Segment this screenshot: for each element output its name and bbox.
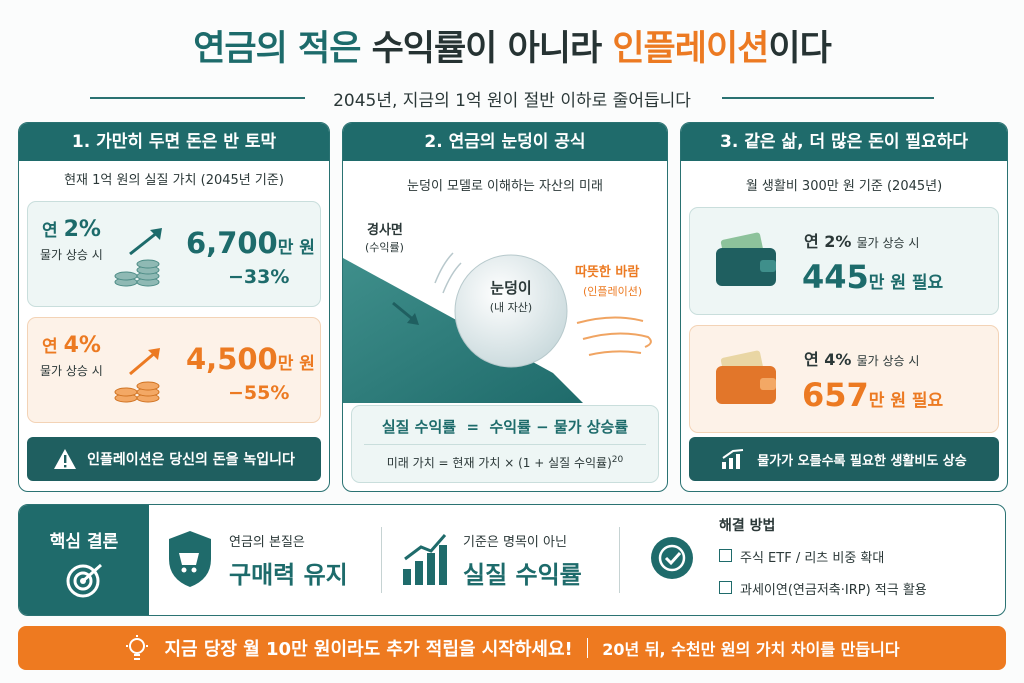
rate-note: 물가 상승 시 bbox=[40, 248, 103, 262]
panel: 3. 같은 삶, 더 많은 돈이 필요하다 월 생활비 300만 원 기준 (2… bbox=[680, 122, 1008, 492]
amount: 657만 원 필요 bbox=[802, 376, 943, 414]
conclusion-label-block: 핵심 결론 bbox=[19, 505, 149, 615]
rate-note: 물가 상승 시 bbox=[40, 364, 103, 378]
rate: 연 4% 물가 상승 시 bbox=[804, 346, 919, 370]
wind-note: (인플레이션) bbox=[583, 285, 643, 298]
solution-text: 주식 ETF / 리츠 비중 확대 bbox=[740, 551, 885, 566]
wallet-icon bbox=[716, 350, 776, 404]
amount-value: 6,700 bbox=[186, 226, 278, 260]
footer-bar: 물가가 오를수록 필요한 생활비도 상승 bbox=[689, 437, 999, 481]
formula: 실질 수익률 = 수익률 − 물가 상승률 bbox=[381, 418, 629, 436]
panel-title: 3. 같은 삶, 더 많은 돈이 필요하다 bbox=[681, 123, 1007, 161]
divider bbox=[381, 527, 382, 593]
panel-title: 1. 가만히 두면 돈은 반 토막 bbox=[19, 123, 329, 161]
rate: 연 2% bbox=[42, 216, 101, 242]
subtitle: 2045년, 지금의 1억 원이 절반 이하로 줄어듭니다 bbox=[333, 91, 691, 111]
item-main: 실질 수익률 bbox=[463, 561, 582, 589]
panel-subtitle: 월 생활비 300만 원 기준 (2045년) bbox=[745, 179, 943, 194]
snowball-note: (내 자산) bbox=[489, 301, 533, 314]
formula-text: 미래 가치 = 현재 가치 × (1 + 실질 수익률) bbox=[386, 456, 612, 470]
footer-text: 물가가 오를수록 필요한 생활비도 상승 bbox=[757, 453, 967, 469]
amount-unit: 만 원 bbox=[277, 354, 315, 374]
item-caption: 기준은 명목이 아닌 bbox=[463, 535, 567, 550]
card: 연 4% 물가 상승 시 657만 원 필요 bbox=[689, 325, 999, 433]
change: −33% bbox=[228, 266, 290, 288]
panel-subtitle: 눈덩이 모델로 이해하는 자산의 미래 bbox=[407, 179, 603, 194]
title-part: 인플레이션 bbox=[612, 29, 769, 69]
amount-unit: 만 원 필요 bbox=[868, 391, 944, 411]
solutions-title: 해결 방법 bbox=[719, 518, 776, 534]
footer-text: 인플레이션은 당신의 돈을 녹입니다 bbox=[87, 452, 295, 468]
amount-unit: 만 원 필요 bbox=[868, 273, 944, 293]
solution-item: 과세이연(연금저축·IRP) 적극 활용 bbox=[719, 579, 927, 598]
subtitle-rule bbox=[90, 97, 305, 99]
growth-icon bbox=[722, 449, 744, 469]
amount-value: 657 bbox=[802, 376, 869, 414]
warning-icon bbox=[54, 449, 77, 469]
shield-icon bbox=[169, 531, 211, 587]
footer-bar: 인플레이션은 당신의 돈을 녹입니다 bbox=[27, 437, 321, 481]
snowball-label: 눈덩이 bbox=[490, 279, 532, 297]
card: 연 2% 물가 상승 시 445만 원 필요 bbox=[689, 207, 999, 315]
formula-rule bbox=[364, 444, 646, 445]
snowball-illustration bbox=[343, 252, 652, 403]
amount-unit: 만 원 bbox=[277, 238, 315, 258]
card: 연 4% 물가 상승 시 4,500만 원 −55% bbox=[27, 317, 321, 423]
amount-value: 445 bbox=[802, 258, 869, 296]
banner: 지금 당장 월 10만 원이라도 추가 적립을 시작하세요! 20년 뒤, 수천… bbox=[18, 626, 1006, 670]
rate-prefix: 연 bbox=[42, 337, 58, 357]
rate-value: 2% bbox=[63, 217, 101, 242]
checkbox bbox=[719, 581, 732, 594]
slope-label: 경사면 bbox=[367, 223, 403, 238]
checkbox bbox=[719, 549, 732, 562]
formula-box: 실질 수익률 = 수익률 − 물가 상승률 미래 가치 = 현재 가치 × (1… bbox=[351, 405, 659, 483]
divider bbox=[619, 527, 620, 593]
panel: 1. 가만히 두면 돈은 반 토막 현재 1억 원의 실질 가치 (2045년 … bbox=[18, 122, 330, 492]
wallet-icon bbox=[716, 232, 776, 286]
rate: 연 4% bbox=[42, 332, 101, 358]
panel: 2. 연금의 눈덩이 공식 눈덩이 모델로 이해하는 자산의 미래 경사면 (수… bbox=[342, 122, 668, 492]
title: 연금의 적은 수익률이 아니라 인플레이션이다 bbox=[0, 20, 1024, 71]
banner-text: 20년 뒤, 수천만 원의 가치 차이를 만듭니다 bbox=[602, 640, 900, 659]
rate-note: 물가 상승 시 bbox=[856, 236, 920, 250]
item-main: 구매력 유지 bbox=[229, 561, 348, 589]
amount: 445만 원 필요 bbox=[802, 258, 943, 296]
banner-text: 지금 당장 월 10만 원이라도 추가 적립을 시작하세요! bbox=[164, 639, 573, 660]
item-caption: 연금의 본질은 bbox=[229, 535, 305, 550]
growth-chart-icon bbox=[403, 534, 447, 585]
formula-exponent: 20 bbox=[611, 455, 624, 465]
solution-item: 주식 ETF / 리츠 비중 확대 bbox=[719, 547, 884, 566]
check-icon bbox=[651, 537, 693, 579]
rate-value: 연 4% bbox=[804, 350, 852, 369]
title-part: 이다 bbox=[768, 29, 831, 69]
subtitle-rule bbox=[722, 97, 934, 99]
panel-subtitle: 현재 1억 원의 실질 가치 (2045년 기준) bbox=[64, 173, 284, 188]
rate-value: 4% bbox=[63, 333, 101, 358]
conclusion-label: 핵심 결론 bbox=[49, 532, 119, 552]
banner-separator bbox=[586, 638, 589, 658]
rate-prefix: 연 bbox=[42, 221, 58, 241]
target-icon bbox=[66, 563, 102, 598]
conclusion: 핵심 결론 연금의 본질은 구매력 유지 기준은 명목이 아닌 실질 수익률 해… bbox=[18, 504, 1006, 616]
panel-title: 2. 연금의 눈덩이 공식 bbox=[343, 123, 667, 161]
slope-note: (수익률) bbox=[365, 241, 404, 254]
card: 연 2% 물가 상승 시 6,700만 원 −33% bbox=[27, 201, 321, 307]
rate-note: 물가 상승 시 bbox=[856, 354, 920, 368]
bulb-icon bbox=[126, 635, 149, 660]
amount: 4,500만 원 bbox=[186, 342, 315, 376]
coins-icon bbox=[114, 348, 160, 403]
title-part: 연금의 적은 bbox=[193, 29, 361, 69]
solution-text: 과세이연(연금저축·IRP) 적극 활용 bbox=[740, 583, 927, 598]
coins-icon bbox=[114, 228, 162, 287]
rate-value: 연 2% bbox=[804, 232, 852, 251]
title-part: 수익률이 아니라 bbox=[371, 29, 603, 69]
amount-value: 4,500 bbox=[186, 342, 278, 376]
amount: 6,700만 원 bbox=[186, 226, 315, 260]
wind-label: 따뜻한 바람 bbox=[575, 265, 640, 280]
change: −55% bbox=[228, 382, 290, 404]
rate: 연 2% 물가 상승 시 bbox=[804, 228, 919, 252]
formula: 미래 가치 = 현재 가치 × (1 + 실질 수익률)20 bbox=[352, 454, 658, 471]
